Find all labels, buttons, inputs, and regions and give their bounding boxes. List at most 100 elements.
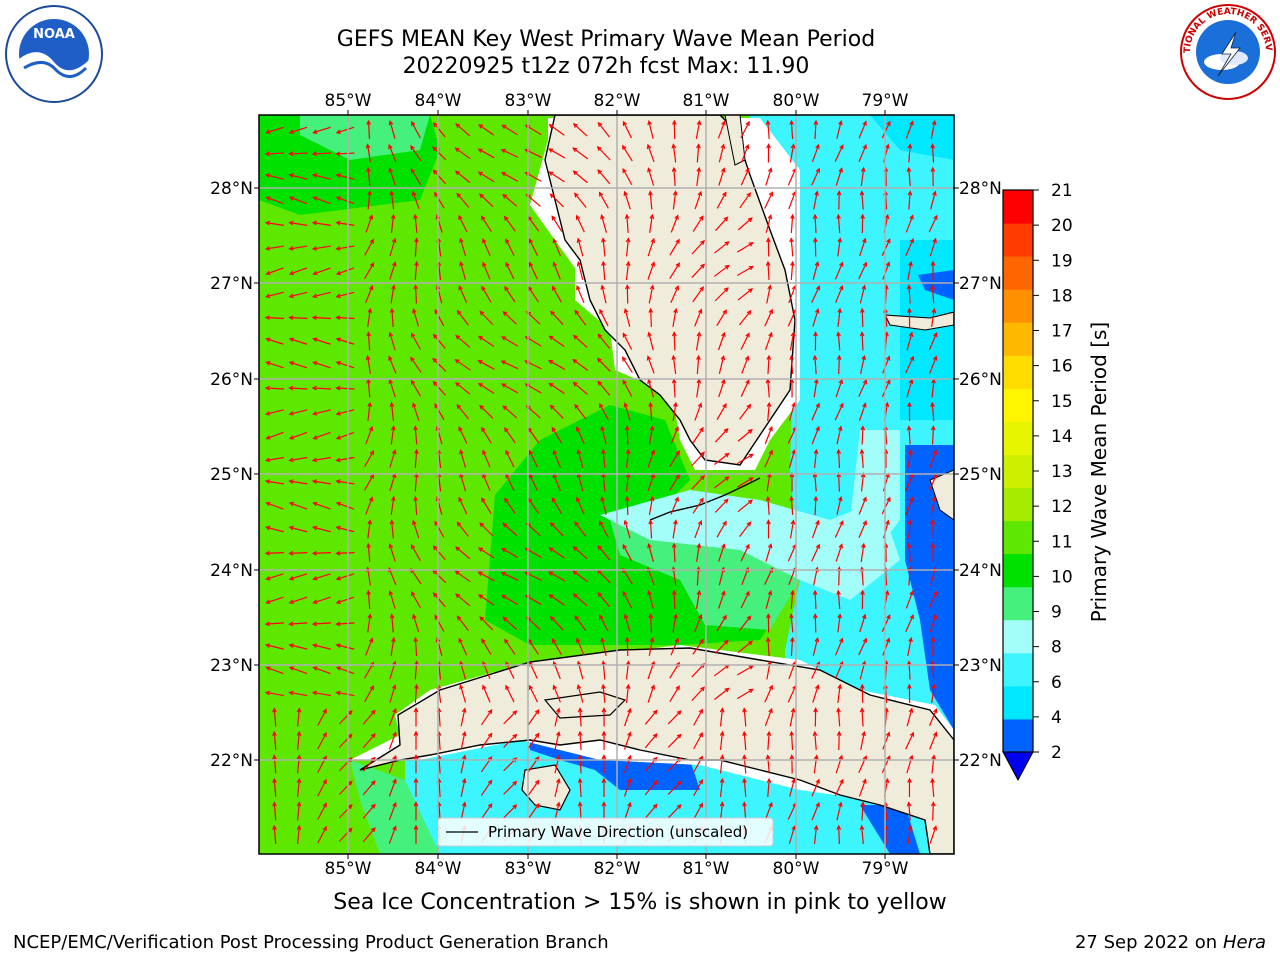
- wave-arrow: [413, 777, 419, 798]
- wave-arrow: [622, 167, 633, 186]
- wave-arrow: [412, 308, 420, 327]
- wave-arrow: [552, 237, 561, 257]
- wave-arrow: [719, 707, 725, 727]
- wave-arrow: [671, 589, 677, 610]
- wave-arrow: [527, 803, 540, 820]
- lat-label-right: 28°N: [959, 179, 1002, 199]
- wave-arrow: [432, 122, 446, 138]
- wave-arrow: [317, 825, 327, 844]
- wave-arrow: [693, 802, 703, 820]
- wave-arrow: [789, 778, 796, 797]
- wave-arrow: [765, 260, 771, 281]
- wave-arrow: [905, 731, 915, 750]
- wave-arrow: [671, 143, 677, 163]
- wave-arrow: [551, 638, 563, 656]
- wave-arrow: [881, 120, 891, 139]
- wave-arrow: [623, 731, 632, 750]
- wave-arrow: [505, 449, 515, 468]
- wave-arrow: [858, 379, 868, 397]
- wave-arrow: [288, 409, 308, 416]
- wave-arrow: [930, 401, 935, 422]
- wave-arrow: [813, 448, 819, 469]
- wave-arrow: [813, 707, 818, 727]
- wave-arrow: [694, 402, 703, 421]
- wave-arrow: [928, 707, 938, 727]
- wave-arrow: [288, 245, 308, 251]
- wave-arrow: [413, 425, 418, 445]
- wave-arrow: [296, 801, 302, 821]
- wave-arrow: [714, 452, 730, 465]
- wave-arrow: [906, 284, 912, 304]
- wave-arrow: [480, 215, 492, 232]
- lon-label-bottom: 82°W: [594, 859, 641, 879]
- wave-arrow: [671, 354, 677, 375]
- wave-arrow: [572, 546, 588, 560]
- wave-arrow: [390, 636, 396, 656]
- wave-arrow: [311, 220, 331, 226]
- wave-arrow: [906, 331, 914, 351]
- wave-arrow: [388, 167, 396, 186]
- wave-arrow: [389, 449, 397, 468]
- wave-arrow: [552, 449, 561, 468]
- colorbar-tick-label: 20: [1051, 216, 1073, 236]
- wave-arrow: [930, 425, 936, 445]
- wave-arrow: [576, 637, 585, 656]
- wave-arrow: [574, 521, 587, 538]
- wave-arrow: [572, 147, 589, 160]
- wave-arrow: [455, 381, 471, 395]
- wave-arrow: [500, 571, 519, 581]
- wave-arrow: [432, 380, 446, 396]
- wave-arrow: [367, 519, 373, 539]
- wave-arrow: [718, 378, 726, 398]
- wave-arrow: [625, 237, 631, 257]
- wave-arrow: [551, 497, 563, 515]
- wave-arrow: [905, 590, 914, 609]
- wave-arrow: [836, 119, 843, 139]
- colorbar: 2 4 6 8 9 10 11 12 13 14 15 16 17 18 19 20 21: [1002, 181, 1073, 782]
- wave-arrow: [714, 241, 730, 254]
- wave-arrow: [622, 379, 633, 397]
- wave-arrow: [669, 450, 680, 468]
- wave-arrow: [288, 151, 308, 157]
- wave-arrow: [741, 143, 750, 163]
- wave-arrow: [836, 213, 841, 234]
- wave-arrow: [459, 684, 467, 703]
- wave-arrow: [647, 378, 655, 398]
- wave-arrow: [548, 171, 565, 183]
- wave-arrow: [482, 261, 491, 280]
- wave-arrow: [813, 237, 818, 257]
- wave-arrow: [335, 596, 355, 605]
- wave-arrow: [265, 525, 284, 533]
- wave-arrow: [694, 308, 703, 327]
- wave-arrow: [390, 425, 396, 445]
- wave-arrow: [907, 448, 913, 468]
- wave-arrow: [647, 684, 656, 703]
- lat-labels-left: 28°N 27°N 26°N 25°N 24°N 23°N 22°N: [210, 179, 259, 771]
- wave-arrow: [288, 431, 308, 440]
- colorbar-segment: [1003, 520, 1033, 555]
- wave-arrow: [597, 591, 611, 608]
- wave-arrow: [644, 780, 658, 796]
- wave-arrow: [624, 425, 630, 445]
- wave-arrow: [600, 214, 607, 233]
- wave-arrow: [432, 333, 446, 349]
- wave-arrow: [860, 354, 866, 374]
- wave-arrow: [737, 217, 753, 231]
- wave-arrow: [789, 495, 794, 516]
- wave-arrow: [647, 237, 656, 257]
- wave-arrow: [812, 684, 820, 703]
- wave-arrow: [742, 777, 747, 798]
- wave-arrow: [696, 542, 702, 562]
- colorbar-tick-label: 9: [1051, 603, 1062, 623]
- wave-arrow: [311, 315, 332, 321]
- wave-arrow: [834, 261, 844, 280]
- wave-arrow: [907, 307, 912, 328]
- wave-arrow: [388, 754, 397, 774]
- wave-arrow: [548, 382, 565, 394]
- wave-arrow: [858, 520, 867, 539]
- colorbar-title: Primary Wave Mean Period [s]: [1087, 322, 1111, 623]
- wave-arrow: [736, 477, 754, 488]
- wave-arrow: [738, 309, 752, 326]
- wave-arrow: [265, 431, 284, 440]
- wave-arrow: [265, 501, 284, 510]
